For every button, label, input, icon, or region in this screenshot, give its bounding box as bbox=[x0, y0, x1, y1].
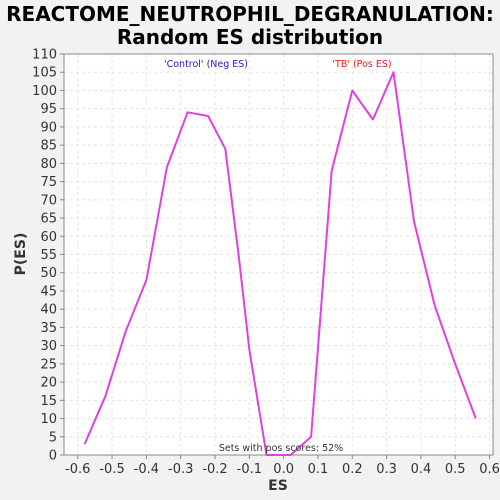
y-tick-label: 5 bbox=[49, 430, 57, 445]
x-tick-label: -0.4 bbox=[134, 462, 159, 477]
y-tick-label: 20 bbox=[40, 376, 57, 391]
x-tick-label: -0.6 bbox=[65, 462, 90, 477]
x-tick-label: -0.1 bbox=[237, 462, 262, 477]
plot-area bbox=[64, 54, 493, 455]
y-tick-label: 60 bbox=[40, 230, 57, 245]
neg-es-label: 'Control' (Neg ES) bbox=[164, 59, 248, 70]
pos-es-label: 'TB' (Pos ES) bbox=[332, 59, 391, 70]
y-tick-label: 65 bbox=[40, 212, 57, 227]
x-tick-labels: -0.6 -0.5 -0.4 -0.3 -0.2 -0.1 0.0 0.1 0.2 0.3 0.4 0… bbox=[65, 462, 500, 477]
y-tick-label: 95 bbox=[40, 102, 57, 117]
chart-title-line2: Random ES distribution bbox=[117, 25, 383, 49]
y-tick-label: 40 bbox=[40, 303, 57, 318]
footer-note: Sets with pos scores: 52% bbox=[219, 443, 343, 454]
y-tick-label: 0 bbox=[49, 449, 57, 464]
x-tick-label: 0.4 bbox=[411, 462, 432, 477]
y-axis-label: P(ES) bbox=[13, 233, 29, 276]
x-tick-label: 0.2 bbox=[342, 462, 363, 477]
y-tick-label: 50 bbox=[40, 266, 57, 281]
x-tick-label: 0.1 bbox=[308, 462, 329, 477]
chart-title-line1: REACTOME_NEUTROPHIL_DEGRANULATION: bbox=[6, 2, 494, 26]
y-tick-label: 10 bbox=[40, 412, 57, 427]
y-tick-label: 80 bbox=[40, 157, 57, 172]
y-tick-label: 30 bbox=[40, 339, 57, 354]
y-tick-labels: 0 5 10 15 20 25 30 35 40 45 50 55 60 65 70 75 80 85 90 95 10… bbox=[32, 48, 57, 464]
es-distribution-line bbox=[83, 71, 477, 456]
x-tick-label: 0.3 bbox=[376, 462, 397, 477]
y-tick-label: 25 bbox=[40, 357, 57, 372]
y-tick-label: 85 bbox=[40, 139, 57, 154]
y-tick-label: 35 bbox=[40, 321, 57, 336]
grid bbox=[64, 53, 493, 456]
y-tick-label: 15 bbox=[40, 394, 57, 409]
y-tick-label: 55 bbox=[40, 248, 57, 263]
x-tick-label: 0.5 bbox=[445, 462, 466, 477]
x-tick-label: -0.5 bbox=[99, 462, 124, 477]
y-tick-label: 90 bbox=[40, 120, 57, 135]
x-tick-label: 0.0 bbox=[273, 462, 294, 477]
y-tick-label: 75 bbox=[40, 175, 57, 190]
y-tick-label: 105 bbox=[32, 66, 57, 81]
x-tick-label: 0.6 bbox=[479, 462, 500, 477]
y-tick-label: 110 bbox=[32, 48, 57, 63]
x-tick-label: -0.3 bbox=[168, 462, 193, 477]
y-tick-label: 70 bbox=[40, 193, 57, 208]
x-axis-label: ES bbox=[268, 478, 288, 494]
x-tick-label: -0.2 bbox=[202, 462, 227, 477]
y-tick-label: 45 bbox=[40, 284, 57, 299]
series bbox=[83, 71, 477, 456]
y-tick-label: 100 bbox=[32, 84, 57, 99]
